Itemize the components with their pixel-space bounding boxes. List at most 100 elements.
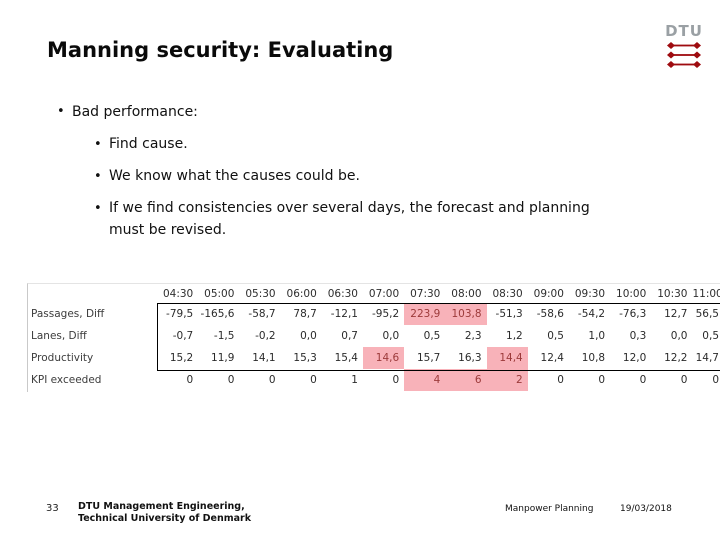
- table-cell: 0: [639, 374, 647, 386]
- bullet-dot: •: [94, 169, 102, 184]
- table-cell: 0: [557, 374, 564, 386]
- table-row: Passages, Diff -79,5 -165,6 -58,7 78,7 -12,1 -…: [28, 303, 720, 325]
- bullet-text-line: Find cause.: [109, 136, 188, 152]
- table-column-header: 05:30: [245, 287, 276, 300]
- table-row: KPI exceeded 0 0 0 0 1 0 4 6 2 0 0 0 0 0: [28, 369, 720, 391]
- bullet-text: Bad performance:: [72, 104, 198, 120]
- table-cell: 0: [186, 374, 194, 386]
- bullet-text-line: must be revised.: [109, 222, 227, 238]
- table-column-header: 08:00: [451, 287, 482, 300]
- table-cell: 15,3: [293, 352, 317, 364]
- table-cell-highlighted: 14,6: [362, 347, 405, 369]
- table-cell: -58,7: [248, 308, 276, 320]
- table-row-label: Passages, Diff: [31, 308, 105, 320]
- table-row-label: Productivity: [31, 352, 94, 364]
- table-column-header: 10:00: [616, 287, 647, 300]
- table-column-header: 04:30: [162, 287, 194, 300]
- bullet-item-level2: • If we find consistencies over several d…: [57, 200, 657, 245]
- table-cell: 1,2: [506, 330, 523, 342]
- table-cell: -0,2: [255, 330, 276, 342]
- bullet-dot: •: [57, 104, 65, 119]
- table-cell: 1,0: [588, 330, 606, 342]
- bullet-list: • Bad performance: • Find cause. • We know …: [57, 104, 657, 262]
- footer-context: Manpower Planning: [505, 504, 594, 514]
- footer-date: 19/03/2018: [620, 504, 672, 514]
- table-cell: 12,4: [540, 352, 564, 364]
- bullet-text-line: We know what the causes could be.: [109, 168, 360, 184]
- table-cell: 0: [227, 374, 235, 386]
- table-cell: 12,2: [664, 352, 688, 364]
- table-cell: 10,8: [581, 352, 606, 364]
- table-corner-cell: [28, 284, 157, 303]
- table-cell: 0: [310, 374, 317, 386]
- table-column-header: 07:30: [410, 287, 441, 300]
- table-cell: -79,5: [166, 308, 194, 320]
- table-cell: -1,5: [213, 330, 235, 342]
- kpi-table-container: 04:30 05:00 05:30 06:00 06:30 07:00 07:30 08:00…: [27, 283, 720, 392]
- table-cell: 14,7: [695, 352, 719, 364]
- kpi-table: 04:30 05:00 05:30 06:00 06:30 07:00 07:30 08:00…: [28, 284, 720, 391]
- table-row-label: KPI exceeded: [31, 374, 102, 386]
- table-cell: -54,2: [577, 308, 606, 320]
- table-cell: 0,0: [382, 330, 400, 342]
- table-column-header: 06:00: [286, 287, 317, 300]
- table-cell: -51,3: [495, 308, 523, 320]
- table-column-header: 09:00: [533, 287, 564, 300]
- bullet-dot: •: [94, 137, 102, 152]
- table-cell: 12,0: [622, 352, 647, 364]
- table-cell: 0,5: [547, 330, 564, 342]
- table-cell: -76,3: [619, 308, 647, 320]
- table-row: Lanes, Diff -0,7 -1,5 -0,2 0,0 0,7 0,0 0,5 2,3 1,…: [28, 325, 720, 347]
- bullet-item-level2: • Find cause.: [57, 137, 657, 152]
- table-cell: 0: [680, 374, 688, 386]
- table-cell: 12,7: [664, 308, 688, 320]
- table-header-row: 04:30 05:00 05:30 06:00 06:30 07:00 07:30 08:00…: [28, 284, 720, 303]
- dtu-logo: DTU: [664, 22, 704, 72]
- bullet-item-level2: • We know what the causes could be.: [57, 169, 657, 184]
- table-cell: 1: [351, 374, 358, 386]
- table-row-label: Lanes, Diff: [31, 330, 87, 342]
- table-cell: 2,3: [464, 330, 482, 342]
- table-cell: 0,5: [702, 330, 719, 342]
- table-cell: 0,7: [341, 330, 358, 342]
- page-number: 33: [46, 503, 59, 514]
- table-column-header: 05:00: [204, 287, 235, 300]
- table-cell-highlighted: 103,8: [445, 303, 487, 325]
- table-cell: 0: [268, 374, 276, 386]
- dtu-logo-mark-icon: [664, 42, 704, 72]
- table-cell: 56,5: [695, 308, 719, 320]
- bullet-text: Find cause.: [109, 137, 188, 152]
- table-cell: 16,3: [458, 352, 482, 364]
- table-cell: 0: [598, 374, 606, 386]
- table-column-header: 06:30: [327, 287, 358, 300]
- footer-affiliation-line1: DTU Management Engineering,: [78, 501, 245, 512]
- table-cell-highlighted: 14,4: [486, 347, 528, 369]
- bullet-item-level1: • Bad performance:: [57, 104, 657, 120]
- table-cell: 15,4: [334, 352, 358, 364]
- bullet-sublist: • Find cause. • We know what the causes cou…: [57, 137, 657, 245]
- table-column-header: 11:00: [692, 287, 720, 300]
- table-cell: 15,2: [169, 352, 194, 364]
- table-cell: -95,2: [371, 308, 400, 320]
- table-cell: -58,6: [536, 308, 564, 320]
- table-cell: -0,7: [172, 330, 194, 342]
- table-cell: 0: [712, 374, 719, 386]
- table-cell: 0,0: [300, 330, 317, 342]
- table-cell-highlighted: 6: [445, 369, 487, 391]
- table-row: Productivity 15,2 11,9 14,1 15,3 15,4 14,6 15,7…: [28, 347, 720, 369]
- table-cell-highlighted: 2: [486, 369, 528, 391]
- footer-affiliation: DTU Management Engineering, Technical Un…: [78, 501, 251, 525]
- footer-affiliation-line2: Technical University of Denmark: [78, 513, 252, 524]
- table-cell-highlighted: 223,9: [404, 303, 446, 325]
- bullet-dot: •: [94, 201, 102, 216]
- table-cell-highlighted: 4: [404, 369, 446, 391]
- bullet-text: We know what the causes could be.: [109, 169, 360, 184]
- table-cell: 78,7: [293, 308, 317, 320]
- table-cell: 0,3: [629, 330, 647, 342]
- table-cell: 0: [392, 374, 400, 386]
- table-cell: -165,6: [200, 308, 235, 320]
- table-cell: 15,7: [416, 352, 441, 364]
- bullet-text: If we find consistencies over several da…: [109, 200, 590, 245]
- table-cell: 0,0: [670, 330, 688, 342]
- table-cell: 11,9: [211, 352, 235, 364]
